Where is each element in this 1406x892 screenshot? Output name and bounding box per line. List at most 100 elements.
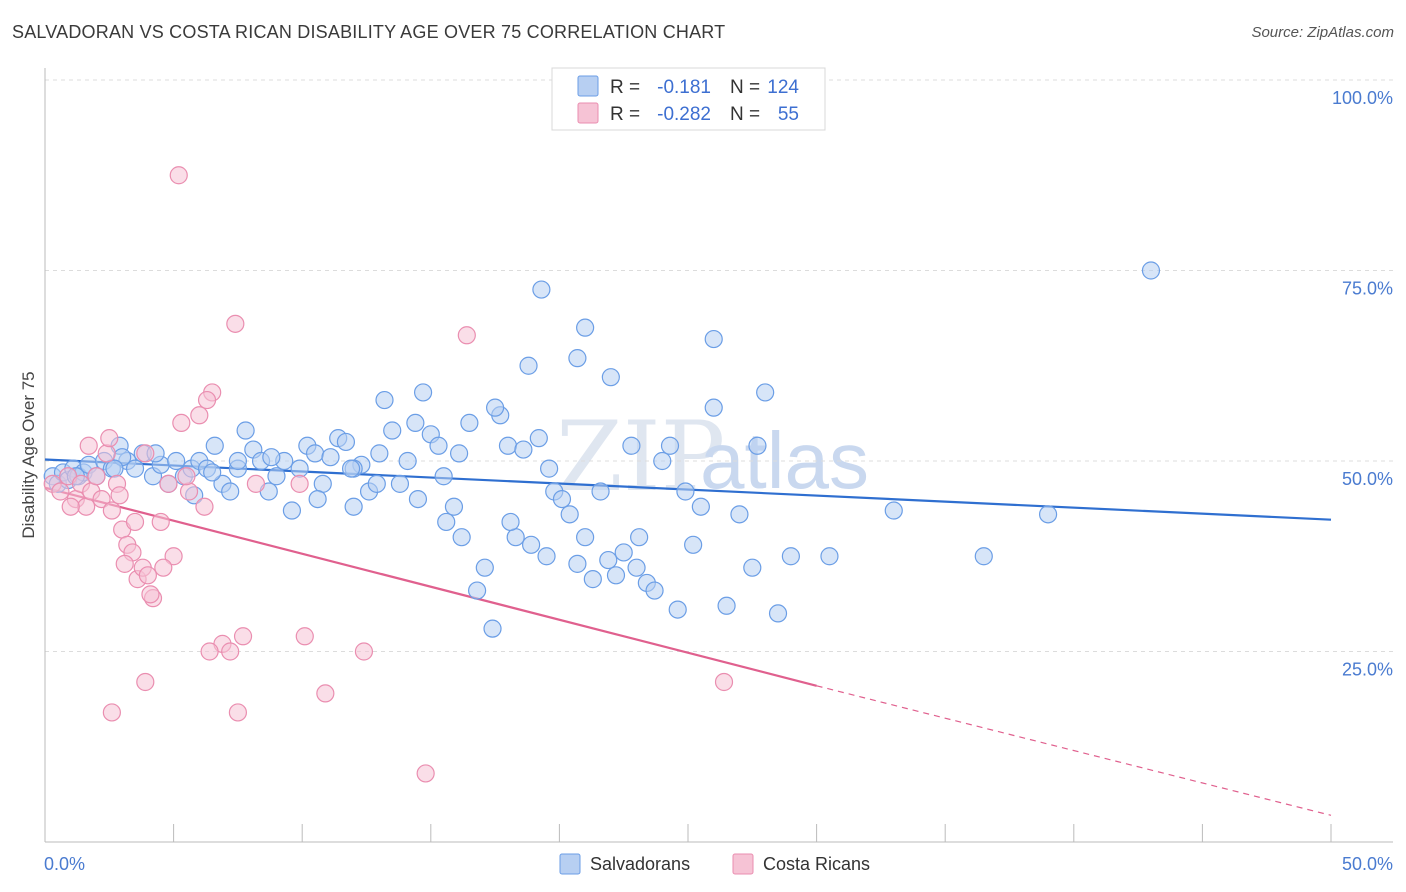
costa-rican-trend-extension: [816, 685, 1332, 816]
costa-rican-point: [226, 314, 245, 333]
legend: R = -0.181 N = 124 R = -0.282 N = 55: [551, 67, 826, 131]
costa-rican-point: [190, 406, 209, 425]
salvadoran-point: [467, 581, 487, 600]
salvadoran-point: [691, 497, 710, 516]
costa-rican-point: [246, 474, 266, 493]
costa-rican-point: [151, 512, 170, 532]
costa-rican-trend-line: [44, 486, 817, 687]
salvadoran-point: [576, 528, 595, 547]
salvadoran-point: [406, 413, 425, 432]
salvadoran-point: [444, 497, 464, 516]
salvadoran-point: [591, 482, 610, 501]
legend-r-label-1: R =: [610, 77, 640, 98]
costa-rican-point: [51, 482, 70, 501]
salvadoran-point: [341, 459, 361, 478]
costa-rican-point: [195, 497, 214, 516]
chart-source: Source: ZipAtlas.com: [1251, 24, 1394, 41]
y-tick-label: 25.0%: [1342, 660, 1393, 680]
legend-r-label-2: R =: [610, 104, 640, 125]
costa-rican-point: [102, 501, 121, 520]
bottom-legend-costa-ricans: Costa Ricans: [763, 854, 870, 874]
salvadoran-point: [622, 436, 641, 455]
costa-rican-point: [295, 627, 314, 646]
salvadoran-point: [449, 444, 469, 463]
salvadoran-point: [370, 444, 389, 463]
salvadoran-point: [1038, 505, 1058, 524]
salvadoran-point: [599, 550, 618, 570]
costa-rican-point: [177, 467, 196, 486]
salvadoran-point: [486, 398, 505, 417]
costa-rican-point: [110, 486, 129, 505]
salvadoran-point: [262, 448, 281, 467]
costa-rican-point: [233, 627, 253, 646]
salvadoran-point: [205, 436, 224, 455]
costa-rican-point: [169, 166, 188, 185]
salvadoran-point: [308, 490, 327, 509]
costa-rican-point: [179, 482, 199, 501]
salvadoran-point: [506, 528, 525, 547]
costa-rican-point: [154, 558, 173, 577]
salvadoran-point: [429, 436, 448, 455]
salvadoran-point: [498, 436, 518, 455]
grid-lines: 100.0% 75.0% 50.0% 25.0%: [45, 79, 1393, 680]
salvadoran-point: [460, 413, 479, 432]
salvadoran-point: [717, 596, 736, 615]
bottom-legend-swatch-costa-ricans: [732, 853, 754, 875]
costa-rican-point: [221, 642, 240, 661]
chart-title: SALVADORAN VS COSTA RICAN DISABILITY AGE…: [12, 22, 726, 42]
costa-rican-point: [457, 326, 476, 345]
salvadoran-point: [501, 512, 520, 532]
salvadoran-point: [375, 390, 394, 410]
salvadoran-point: [768, 604, 788, 623]
salvadoran-point: [522, 535, 541, 554]
salvadoran-point: [483, 619, 502, 638]
axes: [44, 68, 1393, 843]
costa-rican-point: [97, 444, 116, 463]
salvadoran-point: [660, 436, 680, 455]
salvadoran-point: [730, 505, 749, 524]
costa-rican-point: [100, 429, 119, 448]
salvadoran-point: [475, 558, 494, 577]
costa-rican-point: [172, 413, 191, 432]
salvadoran-point: [437, 512, 456, 532]
salvadoran-point: [884, 501, 903, 520]
legend-swatch-costa-ricans: [577, 102, 599, 124]
y-axis-label: Disability Age Over 75: [19, 371, 38, 538]
salvadoran-point: [434, 467, 453, 486]
y-tick-label: 100.0%: [1332, 88, 1393, 108]
y-tick-label: 75.0%: [1342, 279, 1393, 299]
costa-rican-point: [125, 512, 145, 532]
salvadoran-point: [367, 474, 386, 493]
salvadoran-point: [743, 558, 762, 577]
watermark-zip: ZIP: [556, 401, 725, 513]
salvadoran-point: [344, 497, 363, 516]
bottom-legend-swatch-salvadorans: [559, 853, 581, 875]
salvadoran-point: [560, 505, 579, 524]
costa-rican-point: [228, 703, 247, 722]
legend-n-value-2: 55: [778, 104, 799, 125]
salvadoran-point: [452, 528, 471, 547]
costa-rican-point: [87, 467, 106, 486]
costa-rican-point: [200, 642, 219, 661]
salvadoran-point: [1141, 261, 1161, 280]
legend-swatch-salvadorans: [577, 75, 599, 97]
salvadoran-point: [748, 436, 767, 455]
salvadoran-point: [614, 543, 633, 562]
salvadoran-point: [529, 429, 548, 448]
costa-rican-point: [316, 684, 335, 703]
salvadoran-point: [630, 528, 649, 547]
legend-r-value-2: -0.282: [657, 104, 711, 125]
salvadoran-point: [568, 349, 587, 368]
salvadoran-point: [282, 501, 302, 520]
salvadoran-point: [203, 463, 222, 482]
costa-rican-point: [416, 764, 435, 783]
legend-n-label-2: N =: [730, 104, 760, 125]
costa-rican-point: [714, 672, 734, 692]
salvadoran-point: [313, 474, 332, 493]
salvadoran-point: [601, 368, 620, 387]
salvadoran-point: [267, 467, 286, 486]
salvadoran-point: [668, 600, 687, 619]
salvadoran-point: [519, 356, 538, 375]
salvadoran-point: [321, 448, 340, 467]
